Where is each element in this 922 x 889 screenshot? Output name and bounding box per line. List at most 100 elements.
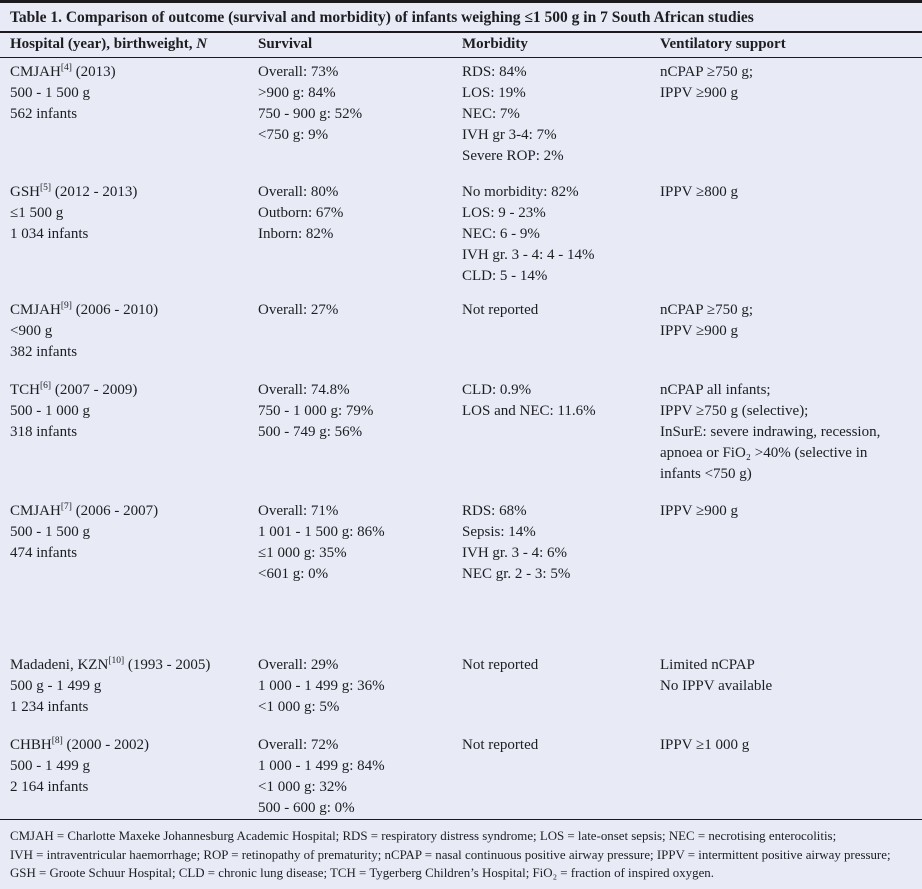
morbidity-cell: RDS: 68% Sepsis: 14% IVH gr. 3 - 4: 6% N…: [462, 499, 660, 651]
morbidity-line: RDS: 68%: [462, 503, 527, 519]
ventilatory-line: IPPV ≥800 g: [660, 184, 738, 200]
study-years: (2000 - 2002): [62, 737, 150, 753]
footnote-line: IVH = intraventricular haemorrhage; ROP …: [10, 847, 891, 862]
survival-line: <1 000 g: 5%: [258, 699, 340, 715]
survival-cell: Overall: 29% 1 000 - 1 499 g: 36% <1 000…: [258, 653, 462, 731]
morbidity-line: LOS and NEC: 11.6%: [462, 403, 596, 419]
hospital-name: GSH: [10, 184, 41, 200]
morbidity-line: Not reported: [462, 302, 539, 318]
hospital-name-line: CMJAH[7] (2006 - 2007): [10, 501, 250, 522]
morbidity-line: No morbidity: 82%: [462, 184, 579, 200]
morbidity-line: IVH gr 3-4: 7%: [462, 127, 557, 143]
infant-count-line: 2 164 infants: [10, 779, 89, 795]
table-title: Table 1. Comparison of outcome (survival…: [0, 3, 922, 33]
ventilatory-line: nCPAP ≥750 g;: [660, 302, 753, 318]
hospital-cell: TCH[6] (2007 - 2009) 500 - 1 000 g 318 i…: [10, 378, 258, 497]
study-years: (2006 - 2007): [71, 503, 159, 519]
table-row: Madadeni, KZN[10] (1993 - 2005) 500 g - …: [0, 651, 922, 731]
survival-line: Overall: 73%: [258, 64, 339, 80]
ventilatory-line: No IPPV available: [660, 678, 773, 694]
reference-superscript: [5]: [40, 183, 52, 193]
ventilatory-line: IPPV ≥900 g: [660, 503, 738, 519]
table-row: CMJAH[9] (2006 - 2010) <900 g 382 infant…: [0, 296, 922, 376]
survival-cell: Overall: 73% >900 g: 84% 750 - 900 g: 52…: [258, 60, 462, 178]
hospital-name-line: Madadeni, KZN[10] (1993 - 2005): [10, 655, 250, 676]
morbidity-line: Sepsis: 14%: [462, 524, 536, 540]
reference-superscript: [7]: [60, 502, 72, 512]
morbidity-cell: RDS: 84% LOS: 19% NEC: 7% IVH gr 3-4: 7%…: [462, 60, 660, 178]
hospital-cell: CMJAH[7] (2006 - 2007) 500 - 1 500 g 474…: [10, 499, 258, 651]
table-row: GSH[5] (2012 - 2013) ≤1 500 g 1 034 infa…: [0, 178, 922, 296]
study-years: (2006 - 2010): [71, 302, 159, 318]
survival-line: Overall: 27%: [258, 302, 339, 318]
ventilatory-line: Limited nCPAP: [660, 657, 755, 673]
birthweight-line: 500 - 1 500 g: [10, 85, 90, 101]
survival-line: 1 000 - 1 499 g: 84%: [258, 758, 385, 774]
hospital-name-line: CMJAH[4] (2013): [10, 62, 250, 83]
survival-line: Overall: 80%: [258, 184, 339, 200]
morbidity-line: Not reported: [462, 737, 539, 753]
hospital-cell: CMJAH[9] (2006 - 2010) <900 g 382 infant…: [10, 298, 258, 376]
survival-line: 750 - 900 g: 52%: [258, 106, 363, 122]
hospital-name-line: GSH[5] (2012 - 2013): [10, 182, 250, 203]
survival-line: ≤1 000 g: 35%: [258, 545, 347, 561]
infant-count-line: 474 infants: [10, 545, 78, 561]
morbidity-line: Severe ROP: 2%: [462, 148, 564, 164]
hospital-name: TCH: [10, 382, 40, 398]
ventilatory-cell: nCPAP ≥750 g; IPPV ≥900 g: [660, 60, 914, 178]
ventilatory-cell: nCPAP all infants; IPPV ≥750 g (selectiv…: [660, 378, 914, 497]
survival-cell: Overall: 80% Outborn: 67% Inborn: 82%: [258, 180, 462, 296]
hospital-cell: CHBH[8] (2000 - 2002) 500 - 1 499 g 2 16…: [10, 733, 258, 819]
study-years: (2007 - 2009): [51, 382, 138, 398]
birthweight-line: 500 g - 1 499 g: [10, 678, 102, 694]
table-row: TCH[6] (2007 - 2009) 500 - 1 000 g 318 i…: [0, 376, 922, 497]
table-row: CMJAH[4] (2013) 500 - 1 500 g 562 infant…: [0, 58, 922, 178]
study-years: (1993 - 2005): [124, 657, 211, 673]
morbidity-line: RDS: 84%: [462, 64, 527, 80]
hospital-cell: GSH[5] (2012 - 2013) ≤1 500 g 1 034 infa…: [10, 180, 258, 296]
birthweight-line: ≤1 500 g: [10, 205, 64, 221]
morbidity-line: IVH gr. 3 - 4: 6%: [462, 545, 567, 561]
hospital-name: CMJAH: [10, 503, 61, 519]
survival-line: 1 001 - 1 500 g: 86%: [258, 524, 385, 540]
survival-line: 750 - 1 000 g: 79%: [258, 403, 374, 419]
column-header-hospital-text: Hospital (year), birthweight,: [10, 36, 197, 52]
morbidity-line: NEC gr. 2 - 3: 5%: [462, 566, 571, 582]
ventilatory-cell: IPPV ≥800 g: [660, 180, 914, 296]
morbidity-cell: Not reported: [462, 653, 660, 731]
footnote-line: CMJAH = Charlotte Maxeke Johannesburg Ac…: [10, 829, 837, 843]
hospital-cell: CMJAH[4] (2013) 500 - 1 500 g 562 infant…: [10, 60, 258, 178]
infant-count-line: 382 infants: [10, 344, 78, 360]
survival-line: 500 - 600 g: 0%: [258, 800, 355, 816]
survival-cell: Overall: 74.8% 750 - 1 000 g: 79% 500 - …: [258, 378, 462, 497]
morbidity-line: LOS: 19%: [462, 85, 526, 101]
hospital-name: CMJAH: [10, 64, 61, 80]
ventilatory-line: IPPV ≥1 000 g: [660, 737, 750, 753]
birthweight-line: 500 - 1 499 g: [10, 758, 90, 774]
study-years: (2012 - 2013): [51, 184, 138, 200]
infant-count-line: 318 infants: [10, 424, 78, 440]
birthweight-line: 500 - 1 500 g: [10, 524, 90, 540]
survival-line: Overall: 29%: [258, 657, 339, 673]
morbidity-line: NEC: 6 - 9%: [462, 226, 540, 242]
hospital-cell: Madadeni, KZN[10] (1993 - 2005) 500 g - …: [10, 653, 258, 731]
morbidity-cell: No morbidity: 82% LOS: 9 - 23% NEC: 6 - …: [462, 180, 660, 296]
reference-superscript: [6]: [40, 381, 52, 391]
infant-count-line: 1 234 infants: [10, 699, 89, 715]
ventilatory-line: IPPV ≥900 g: [660, 85, 738, 101]
survival-cell: Overall: 27%: [258, 298, 462, 376]
survival-line: 1 000 - 1 499 g: 36%: [258, 678, 385, 694]
reference-superscript: [9]: [60, 301, 72, 311]
study-years: (2013): [71, 64, 116, 80]
birthweight-line: 500 - 1 000 g: [10, 403, 90, 419]
survival-line: Overall: 74.8%: [258, 382, 350, 398]
reference-superscript: [8]: [51, 736, 63, 746]
infant-count-line: 1 034 infants: [10, 226, 89, 242]
morbidity-line: Not reported: [462, 657, 539, 673]
survival-line: Overall: 72%: [258, 737, 339, 753]
hospital-name-line: CMJAH[9] (2006 - 2010): [10, 300, 250, 321]
hospital-name-line: CHBH[8] (2000 - 2002): [10, 735, 250, 756]
table-footnotes: CMJAH = Charlotte Maxeke Johannesburg Ac…: [0, 819, 922, 883]
survival-line: >900 g: 84%: [258, 85, 336, 101]
